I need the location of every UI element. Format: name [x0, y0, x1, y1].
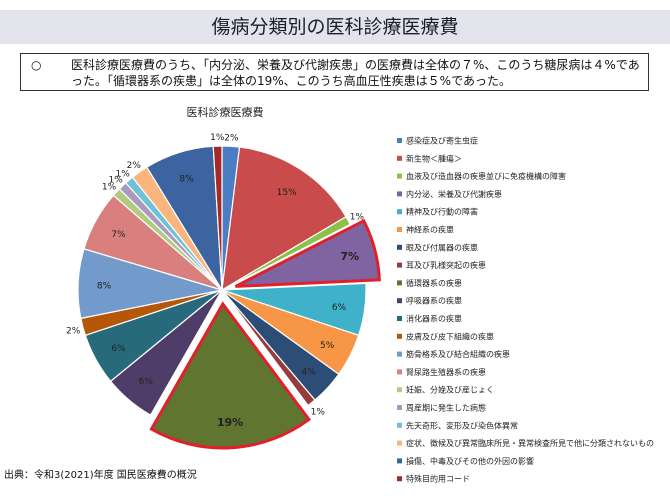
legend-label-skin: 皮膚及び皮下組織の疾患 — [406, 331, 494, 341]
legend-swatch-respiratory — [397, 298, 402, 304]
legend-label-digestive: 消化器系の疾患 — [406, 314, 462, 324]
title-bar: 傷病分類別の医科診療医療費 — [0, 10, 670, 44]
legend-label-nervous: 神経系の疾患 — [406, 225, 454, 235]
source-note: 出典：令和3(2021)年度 国民医療費の概況 — [4, 470, 197, 481]
legend-label-perinatal: 周産期に発生した病態 — [406, 403, 486, 413]
pie-slice-special-codes — [212, 145, 223, 291]
legend-swatch-eye — [397, 244, 402, 250]
legend-swatch-endocrine — [397, 191, 402, 197]
legend-swatch-neoplasms — [397, 155, 402, 161]
data-label-endocrine: 7% — [340, 250, 359, 263]
data-label-musculoskeletal: 8% — [97, 282, 112, 292]
legend-swatch-symptoms — [397, 440, 402, 446]
data-label-circulatory: 19% — [217, 416, 243, 429]
data-label-infectious: 2% — [224, 133, 239, 143]
summary-box: ○ 医科診療医療費のうち、「内分泌、栄養及び代謝疾患」の医療費は全体の７%、この… — [20, 53, 649, 91]
legend-label-pregnancy: 妊娠、分娩及び産じょく — [406, 385, 494, 395]
legend-label-symptoms: 症状、徴候及び異常臨床所見・異常検査所見で他に分類されないもの — [406, 438, 654, 448]
data-label-neoplasms: 15% — [277, 188, 297, 198]
data-label-skin: 2% — [66, 326, 81, 336]
data-label-nervous: 5% — [320, 341, 335, 351]
legend-swatch-ear — [397, 262, 402, 268]
legend-swatch-perinatal — [397, 405, 402, 410]
data-label-perinatal: 1% — [108, 176, 123, 186]
page-title: 傷病分類別の医科診療医療費 — [211, 16, 459, 38]
legend-label-congenital: 先天奇形、変形及び染色体異常 — [406, 420, 518, 430]
pie-slice-circulatory — [149, 301, 312, 450]
data-label-blood: 1% — [350, 213, 365, 223]
summary-text: 医科診療医療費のうち、「内分泌、栄養及び代謝疾患」の医療費は全体の７%、このうち… — [71, 58, 640, 88]
legend-swatch-musculoskeletal — [397, 351, 402, 357]
pie-slice-endocrine — [234, 218, 381, 288]
legend-label-ear: 耳及び乳様突起の疾患 — [406, 260, 486, 270]
legend-swatch-nervous — [397, 227, 402, 232]
data-label-genitourinary: 7% — [111, 230, 126, 240]
legend-label-injury: 損傷、中毒及びその他の外因の影響 — [406, 456, 534, 466]
data-label-congenital: 1% — [115, 169, 130, 179]
data-label-pregnancy: 1% — [102, 182, 117, 192]
legend-swatch-infectious — [397, 138, 402, 143]
data-label-injury: 8% — [179, 174, 194, 184]
legend-label-respiratory: 呼吸器系の疾患 — [406, 296, 462, 306]
legend-label-circulatory: 循環器系の疾患 — [406, 278, 462, 288]
legend-swatch-mental — [397, 209, 402, 215]
chart-title: 医科診療医療費 — [187, 105, 264, 119]
legend-swatch-pregnancy — [397, 387, 402, 393]
legend-label-eye: 眼及び付属器の疾患 — [406, 242, 478, 252]
legend-label-endocrine: 内分泌、栄養及び代謝疾患 — [406, 189, 502, 199]
legend-label-mental: 精神及び行動の障害 — [406, 207, 478, 217]
legend-swatch-genitourinary — [397, 369, 402, 375]
legend-swatch-injury — [397, 458, 402, 464]
legend-swatch-digestive — [397, 316, 402, 321]
data-label-eye: 4% — [301, 367, 316, 377]
legend-label-infectious: 感染症及び寄生虫症 — [406, 136, 478, 146]
legend-label-special-codes: 特殊目的用コード — [406, 474, 470, 484]
data-label-mental: 6% — [332, 303, 347, 313]
legend-swatch-special-codes — [397, 476, 402, 482]
legend-label-blood: 血液及び造血器の疾患並びに免疫機構の障害 — [406, 171, 566, 181]
data-label-ear: 1% — [311, 408, 326, 418]
legend-label-musculoskeletal: 筋骨格系及び結合組織の疾患 — [406, 349, 510, 359]
pie-slice-neoplasms — [221, 146, 347, 292]
pie-slice-blood — [221, 215, 352, 291]
legend-swatch-congenital — [397, 422, 402, 428]
data-label-digestive: 6% — [111, 344, 126, 354]
data-label-symptoms: 2% — [127, 161, 142, 171]
data-label-special-codes: 1% — [210, 133, 225, 143]
data-label-respiratory: 6% — [139, 377, 154, 387]
summary-bullet: ○ — [31, 58, 42, 72]
pie-slices — [77, 145, 381, 450]
pie-labels: 2%15%1%7%6%5%4%1%19%6%6%2%8%7%1%1%1%2%8%… — [66, 133, 364, 429]
legend-label-genitourinary: 腎尿路生殖器系の疾患 — [406, 367, 486, 377]
legend-swatch-blood — [397, 173, 402, 179]
legend-swatch-skin — [397, 333, 402, 339]
legend-label-neoplasms: 新生物＜腫瘍＞ — [406, 153, 462, 163]
pie-slice-ear — [221, 289, 316, 407]
legend-swatch-circulatory — [397, 280, 402, 286]
